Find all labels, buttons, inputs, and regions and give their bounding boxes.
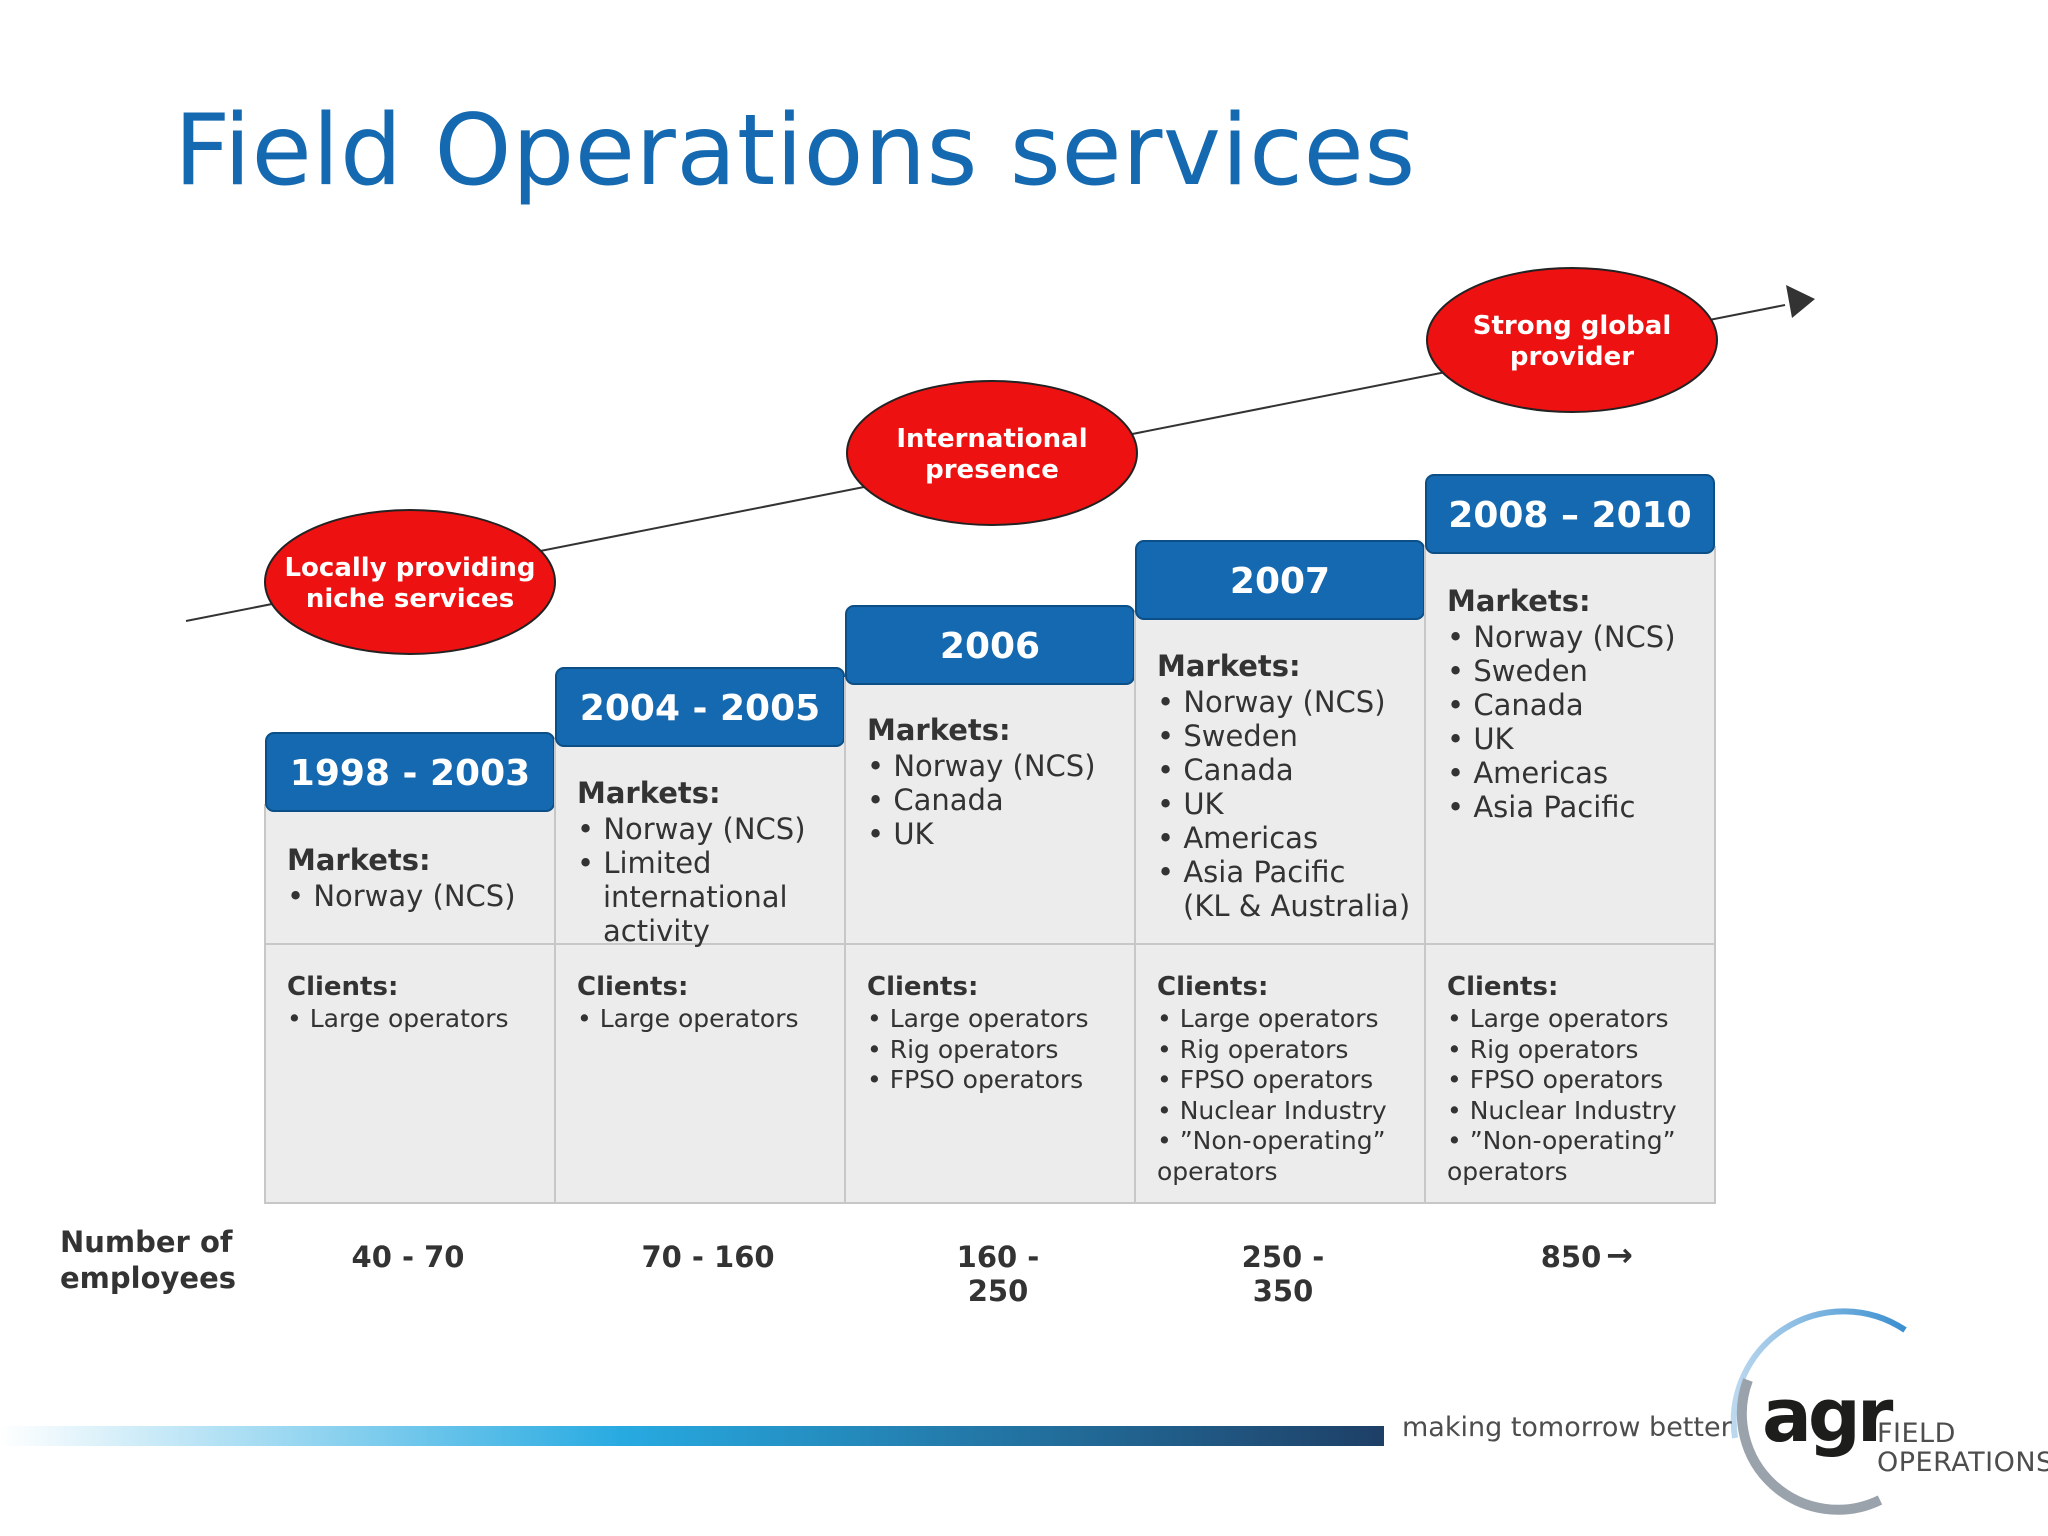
employees-value: 40 - 70 xyxy=(351,1240,465,1274)
arrow-right-icon: → xyxy=(1606,1236,1633,1274)
client-item: • Nuclear Industry xyxy=(1157,1095,1387,1125)
client-item: • ”Non-operating” xyxy=(1447,1126,1676,1155)
market-item: international xyxy=(603,880,788,914)
stage-header-box xyxy=(1425,474,1715,554)
clients-label: Clients: xyxy=(1447,972,1559,1002)
employees-value: 160 - 250 xyxy=(956,1240,1040,1308)
logo-wordmark: FIELD OPERATIONS xyxy=(1877,1419,2048,1477)
growth-arrow-head xyxy=(1786,285,1815,318)
market-item: • Canada xyxy=(1157,753,1294,787)
markets-block: Markets: • Norway (NCS) • Sweden • Canada • … xyxy=(1447,584,1676,824)
stage-panel xyxy=(1134,612,1426,1204)
market-item: • Sweden xyxy=(1157,719,1298,753)
milestone-label-line1: Strong global xyxy=(1473,311,1671,341)
market-item: • Asia Pacific xyxy=(1157,855,1346,889)
stage-period: 2006 xyxy=(940,626,1040,667)
clients-block: Clients: • Large operators • Rig operators… xyxy=(1157,972,1387,1187)
employees-label-line1: Number of xyxy=(60,1225,233,1259)
clients-block: Clients: • Large operators • Rig operators… xyxy=(1447,972,1677,1187)
client-item: • FPSO operators xyxy=(867,1065,1084,1094)
employees-row-label: Number of employees xyxy=(60,1224,236,1296)
page-title: Field Operations services xyxy=(174,94,1416,208)
client-item: operators xyxy=(1157,1156,1278,1186)
market-item: • Limited xyxy=(577,846,712,880)
market-item: • Norway (NCS) xyxy=(867,749,1096,783)
stage-panel xyxy=(1424,546,1716,1204)
clients-label: Clients: xyxy=(867,972,979,1002)
milestone-label-line1: International xyxy=(896,424,1087,454)
milestone-label-line2: provider xyxy=(1510,342,1634,372)
agr-logo: agr xyxy=(1762,1373,1893,1459)
market-item: (KL & Australia) xyxy=(1183,889,1411,923)
footer-gradient-bar xyxy=(0,1426,1384,1446)
client-item: • Large operators xyxy=(287,1004,509,1033)
clients-block: Clients: • Large operators xyxy=(577,972,799,1035)
market-item: • UK xyxy=(1157,787,1224,821)
logo-arc-grey xyxy=(1736,1378,1883,1515)
clients-block: Clients: • Large operators xyxy=(287,972,509,1035)
markets-label: Markets: xyxy=(1447,584,1591,618)
client-item: • Large operators xyxy=(867,1004,1089,1033)
tagline: making tomorrow better xyxy=(1402,1412,1732,1443)
markets-label: Markets: xyxy=(577,776,721,810)
markets-label: Markets: xyxy=(867,713,1011,747)
logo-word-line1: FIELD xyxy=(1877,1418,1956,1449)
logo-word-line2: OPERATIONS xyxy=(1877,1447,2048,1478)
stage-panel xyxy=(264,804,556,1204)
client-item: • ”Non-operating” xyxy=(1157,1126,1386,1155)
clients-label: Clients: xyxy=(577,972,689,1002)
market-item: • Americas xyxy=(1447,756,1609,790)
client-item: • Rig operators xyxy=(1157,1034,1349,1064)
client-item: operators xyxy=(1447,1156,1568,1186)
client-item: • Rig operators xyxy=(1447,1034,1639,1064)
milestone-ellipse xyxy=(1426,267,1718,413)
milestone-label-line2: presence xyxy=(925,455,1059,485)
markets-block: Markets: • Norway (NCS) • Canada • UK xyxy=(867,713,1096,851)
clients-label: Clients: xyxy=(1157,972,1269,1002)
client-item: • Rig operators xyxy=(867,1034,1059,1064)
milestone-label-line2: niche services xyxy=(306,584,514,614)
clients-label: Clients: xyxy=(287,972,399,1002)
stage-panel xyxy=(844,677,1136,1204)
client-item: • FPSO operators xyxy=(1447,1065,1664,1094)
employees-value: 70 - 160 xyxy=(641,1240,775,1274)
markets-block: Markets: • Norway (NCS) • Sweden • Canada • … xyxy=(1157,649,1410,923)
stage-period: 1998 - 2003 xyxy=(290,753,530,794)
stage-panel xyxy=(554,739,846,1204)
markets-label: Markets: xyxy=(1157,649,1301,683)
market-item: • Sweden xyxy=(1447,654,1588,688)
employees-label-line2: employees xyxy=(60,1261,237,1295)
stage-period: 2004 - 2005 xyxy=(580,688,820,729)
clients-block: Clients: • Large operators • Rig operators… xyxy=(867,972,1089,1096)
market-item: • Norway (NCS) xyxy=(1157,685,1386,719)
client-item: • Large operators xyxy=(1157,1004,1379,1033)
logo-arc-blue xyxy=(1730,1308,1907,1439)
market-item: • UK xyxy=(867,817,934,851)
client-item: • FPSO operators xyxy=(1157,1065,1374,1094)
markets-label: Markets: xyxy=(287,843,431,877)
market-item: activity xyxy=(603,914,710,948)
market-item: • UK xyxy=(1447,722,1514,756)
stage-period: 2008 – 2010 xyxy=(1448,495,1691,536)
market-item: • Canada xyxy=(1447,688,1584,722)
stage-period: 2007 xyxy=(1230,561,1330,602)
market-item: • Norway (NCS) xyxy=(287,879,516,913)
market-item: • Americas xyxy=(1157,821,1319,855)
market-item: • Asia Pacific xyxy=(1447,790,1636,824)
market-item: • Canada xyxy=(867,783,1004,817)
client-item: • Large operators xyxy=(577,1004,799,1033)
milestone-label-line1: Locally providing xyxy=(284,553,535,583)
employees-value: 250 - 350 xyxy=(1241,1240,1325,1308)
markets-block: Markets: • Norway (NCS) xyxy=(287,843,516,913)
milestone-ellipse xyxy=(846,380,1138,526)
client-item: • Nuclear Industry xyxy=(1447,1095,1677,1125)
employees-value: 850 xyxy=(1540,1240,1602,1274)
client-item: • Large operators xyxy=(1447,1004,1669,1033)
markets-block: Markets: • Norway (NCS) • Limited internati… xyxy=(577,776,806,948)
market-item: • Norway (NCS) xyxy=(577,812,806,846)
market-item: • Norway (NCS) xyxy=(1447,620,1676,654)
milestone-ellipse xyxy=(264,509,556,655)
